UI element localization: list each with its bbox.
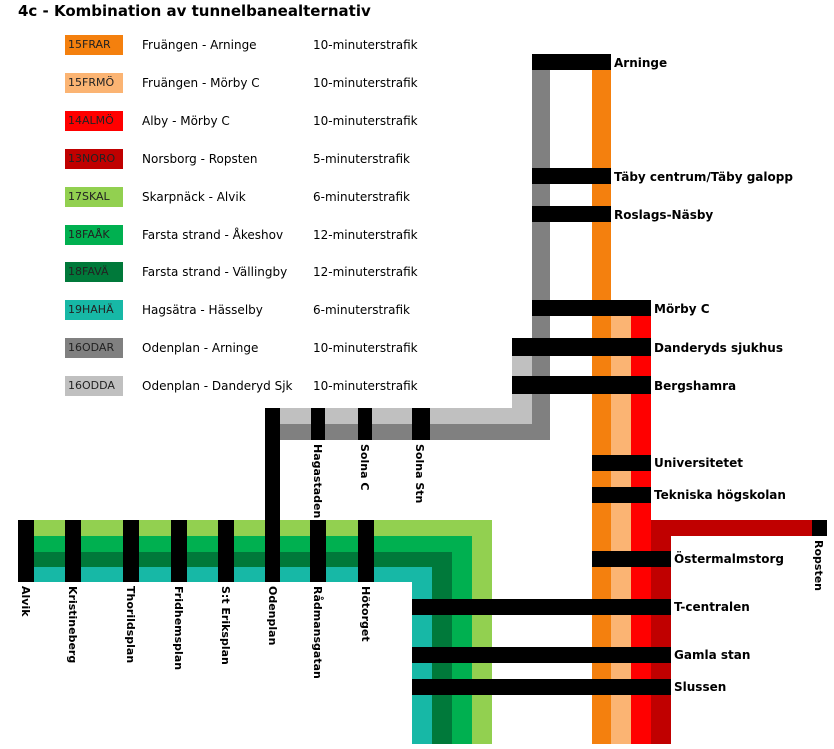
label-gamlastan: Gamla stan xyxy=(674,648,750,662)
station-bar-roslags xyxy=(532,206,611,222)
legend-swatch: 17SKAL xyxy=(65,187,123,207)
track-15frmo xyxy=(611,300,631,744)
label-tcentralen: T-centralen xyxy=(674,600,750,614)
label-taby: Täby centrum/Täby galopp xyxy=(614,170,793,184)
legend-swatch: 19HAHÄ xyxy=(65,300,123,320)
legend-frequency: 10-minuterstrafik xyxy=(313,379,418,393)
legend-route: Alby - Mörby C xyxy=(142,114,230,128)
station-bar-steriksplan xyxy=(218,520,234,582)
label-hotorget: Hötorget xyxy=(359,586,372,642)
station-bar-tcentralen xyxy=(412,599,671,615)
station-bar-arninge xyxy=(532,54,611,70)
label-tekniska: Tekniska högskolan xyxy=(654,488,786,502)
station-bar-hagastaden xyxy=(311,408,325,440)
label-slussen: Slussen xyxy=(674,680,726,694)
label-odenplan: Odenplan xyxy=(266,586,279,645)
station-bar-alvik xyxy=(18,520,34,582)
legend-frequency: 6-minuterstrafik xyxy=(313,190,410,204)
track-odenplan-connector xyxy=(265,408,280,582)
legend-frequency: 6-minuterstrafik xyxy=(313,303,410,317)
legend-route: Odenplan - Arninge xyxy=(142,341,259,355)
station-bar-bergshamra xyxy=(512,376,651,394)
legend-frequency: 12-minuterstrafik xyxy=(313,228,418,242)
track-15frar xyxy=(592,54,611,744)
label-universitetet: Universitetet xyxy=(654,456,743,470)
station-bar-hotorget xyxy=(358,520,374,582)
track-18faak-h xyxy=(18,536,472,552)
label-kristineberg: Kristineberg xyxy=(66,586,79,663)
station-bar-ostermalm xyxy=(592,551,671,567)
label-bergshamra: Bergshamra xyxy=(654,379,736,393)
legend-swatch: 15FRMÖ xyxy=(65,73,123,93)
legend-frequency: 10-minuterstrafik xyxy=(313,341,418,355)
label-fridhemsplan: Fridhemsplan xyxy=(172,586,185,670)
station-bar-solnac xyxy=(358,408,372,440)
legend-frequency: 10-minuterstrafik xyxy=(313,38,418,52)
station-bar-thorildsplan xyxy=(123,520,139,582)
label-roslags: Roslags-Näsby xyxy=(614,208,713,222)
legend-swatch: 13NORO xyxy=(65,149,123,169)
label-steriksplan: S:t Eriksplan xyxy=(219,586,232,665)
legend-frequency: 10-minuterstrafik xyxy=(313,76,418,90)
legend-swatch: 15FRAR xyxy=(65,35,123,55)
label-solnastn: Solna Stn xyxy=(413,444,426,503)
station-bar-ropsten xyxy=(812,520,827,536)
label-ostermalm: Östermalmstorg xyxy=(674,551,784,566)
station-bar-fridhemsplan xyxy=(171,520,187,582)
track-13noro-ropsten xyxy=(651,520,827,536)
legend-swatch: 18FAVÄ xyxy=(65,262,123,282)
legend-route: Skarpnäck - Alvik xyxy=(142,190,246,204)
legend-route: Farsta strand - Åkeshov xyxy=(142,228,284,242)
station-bar-morby xyxy=(532,300,651,316)
station-bar-slussen xyxy=(412,679,671,695)
legend-frequency: 5-minuterstrafik xyxy=(313,152,410,166)
track-17skal-v xyxy=(472,520,492,744)
legend-route: Fruängen - Arninge xyxy=(142,38,257,52)
legend-frequency: 12-minuterstrafik xyxy=(313,265,418,279)
station-bar-gamlastan xyxy=(412,647,671,663)
track-18faak-v xyxy=(452,536,472,744)
station-bar-kristineberg xyxy=(65,520,81,582)
label-solnac: Solna C xyxy=(358,444,371,490)
track-17skal-h xyxy=(18,520,492,536)
station-bar-taby xyxy=(532,168,611,184)
station-bar-danderyd xyxy=(512,338,651,356)
legend-route: Odenplan - Danderyd Sjk xyxy=(142,379,293,393)
track-16odda-horizontal xyxy=(266,408,532,424)
legend-swatch: 14ALMÖ xyxy=(65,111,123,131)
track-16odar-horizontal xyxy=(266,424,550,440)
legend-swatch: 16ODAR xyxy=(65,338,123,358)
station-bar-tekniska xyxy=(592,487,651,503)
station-bar-universitetet xyxy=(592,455,651,471)
page-title: 4c - Kombination av tunnelbanealternativ xyxy=(18,2,371,20)
legend-route: Norsborg - Ropsten xyxy=(142,152,258,166)
station-bar-radmansgatan xyxy=(310,520,326,582)
label-ropsten: Ropsten xyxy=(812,540,825,591)
label-thorildsplan: Thorildsplan xyxy=(124,586,137,663)
legend-frequency: 10-minuterstrafik xyxy=(313,114,418,128)
label-hagastaden: Hagastaden xyxy=(311,444,324,518)
station-bar-solnastn xyxy=(412,408,430,440)
label-radmansgatan: Rådmansgatan xyxy=(311,586,324,679)
legend-swatch: 16ODDA xyxy=(65,376,123,396)
track-14almo xyxy=(631,300,651,744)
label-danderyd: Danderyds sjukhus xyxy=(654,341,783,355)
legend-route: Farsta strand - Vällingby xyxy=(142,265,288,279)
track-18fava-h xyxy=(18,552,452,567)
legend-route: Hagsätra - Hässelby xyxy=(142,303,263,317)
legend-swatch: 18FAÅK xyxy=(65,225,123,245)
label-alvik: Alvik xyxy=(19,586,32,617)
legend-route: Fruängen - Mörby C xyxy=(142,76,260,90)
label-arninge: Arninge xyxy=(614,56,667,70)
label-morby: Mörby C xyxy=(654,302,710,316)
